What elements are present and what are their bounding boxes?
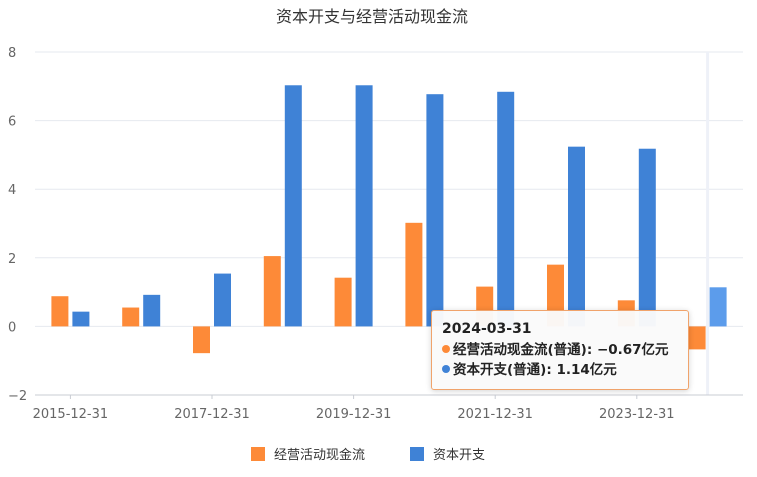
bar-capex[interactable] — [214, 273, 231, 327]
y-tick-label: 8 — [8, 46, 16, 61]
hover-band — [706, 52, 710, 395]
legend-item-operating-cashflow[interactable]: 经营活动现金流 — [251, 447, 365, 463]
y-tick-label: 0 — [8, 320, 16, 335]
tooltip-text-capex: 资本开支(普通): 1.14亿元 — [453, 362, 617, 378]
x-tick-label: 2023-12-31 — [599, 407, 675, 422]
chart-title: 资本开支与经营活动现金流 — [276, 7, 468, 26]
bar-operating-cashflow[interactable] — [193, 326, 210, 354]
tooltip-dot-capex — [442, 365, 450, 373]
y-axis-labels: 8 6 4 2 0 −2 — [8, 46, 27, 404]
tooltip-text-operating-cashflow: 经营活动现金流(普通): −0.67亿元 — [453, 342, 669, 358]
legend: 经营活动现金流 资本开支 — [251, 447, 485, 463]
tooltip-date: 2024-03-31 — [442, 321, 532, 337]
y-tick-label: 4 — [8, 183, 16, 198]
bar-operating-cashflow[interactable] — [334, 277, 352, 327]
tooltip-row-operating-cashflow: 经营活动现金流(普通): −0.67亿元 — [442, 340, 678, 360]
bar-operating-cashflow[interactable] — [263, 256, 281, 327]
tooltip-row-capex: 资本开支(普通): 1.14亿元 — [442, 360, 678, 380]
hover-indicator — [706, 52, 710, 395]
x-axis-labels: 2015-12-31 2017-12-31 2019-12-31 2021-12-31… — [33, 395, 675, 422]
bar-capex[interactable] — [284, 85, 302, 327]
bar-capex[interactable] — [143, 294, 161, 327]
bar-operating-cashflow[interactable] — [51, 296, 69, 327]
y-tick-label: −2 — [8, 389, 27, 404]
y-tick-label: 6 — [8, 115, 16, 130]
bar-operating-cashflow[interactable] — [688, 326, 706, 350]
legend-swatch-operating-cashflow — [251, 447, 265, 461]
bar-capex[interactable] — [497, 91, 515, 327]
tooltip: 2024-03-31 经营活动现金流(普通): −0.67亿元 资本开支(普通)… — [431, 310, 689, 390]
x-tick-label: 2019-12-31 — [316, 407, 392, 422]
bar-capex[interactable] — [568, 146, 585, 327]
legend-swatch-capex — [410, 447, 424, 461]
legend-item-capex[interactable]: 资本开支 — [410, 447, 485, 463]
bar-operating-cashflow[interactable] — [122, 307, 140, 327]
tooltip-dot-operating-cashflow — [442, 345, 450, 353]
legend-label-capex: 资本开支 — [433, 448, 485, 463]
bars — [51, 85, 727, 354]
legend-label-operating-cashflow: 经营活动现金流 — [274, 447, 365, 463]
gridlines — [35, 51, 743, 327]
x-tick-label: 2015-12-31 — [33, 407, 109, 422]
x-tick-label: 2017-12-31 — [174, 407, 250, 422]
bar-capex[interactable] — [355, 85, 373, 327]
bar-capex[interactable] — [638, 148, 656, 327]
x-tick-label: 2021-12-31 — [457, 407, 533, 422]
bar-capex[interactable] — [426, 94, 444, 327]
bar-capex[interactable] — [709, 287, 727, 327]
bar-capex[interactable] — [72, 311, 90, 327]
y-tick-label: 2 — [8, 252, 16, 267]
bar-operating-cashflow[interactable] — [405, 222, 423, 327]
